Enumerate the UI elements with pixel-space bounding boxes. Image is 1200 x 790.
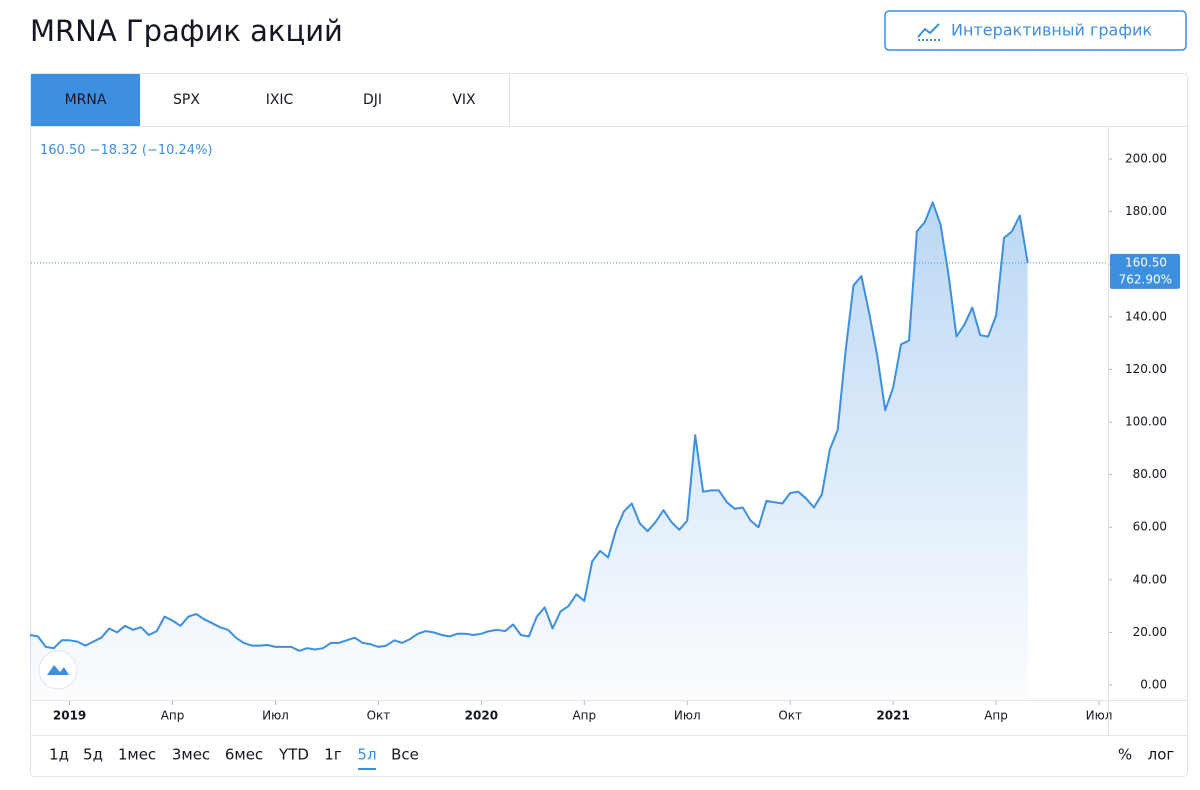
tab-label: SPX [173, 92, 200, 108]
range-button[interactable]: 5л [357, 746, 376, 764]
interactive-chart-button[interactable]: Интерактивный график [884, 10, 1187, 51]
x-tick-label: 2019 [53, 709, 86, 723]
price-area [30, 202, 1028, 700]
button-frame [884, 10, 1187, 51]
range-button[interactable]: YTD [278, 746, 309, 764]
x-tick-label: Окт [778, 709, 802, 723]
price-line [29, 201, 1029, 652]
logo-mark [47, 665, 69, 675]
toolbar: 1д 5д 1мес 3мес 6мес YTD 1г 5л Все% лог [49, 746, 1174, 770]
quote-change-pct: (−10.24%) [142, 143, 213, 158]
y-tick-label: 100.00 [1125, 415, 1167, 429]
y-tick-label: 0.00 [1140, 678, 1167, 692]
x-tick-label: Июл [1086, 709, 1113, 723]
scale-option[interactable]: % [1118, 746, 1132, 764]
quote-change: −18.32 [90, 143, 138, 158]
button-icon [917, 23, 940, 38]
range-button[interactable]: 5д [83, 746, 103, 764]
y-tick-label: 20.00 [1133, 625, 1167, 639]
y-tick-label: 140.00 [1125, 309, 1167, 323]
logo [38, 650, 78, 690]
tabs: MRNA SPX IXIC DJI VIX [31, 74, 510, 126]
range-button[interactable]: 1мес [118, 746, 156, 764]
x-tick-label: 2021 [876, 709, 909, 723]
range-button[interactable]: 1д [49, 746, 69, 764]
range-button[interactable]: Все [391, 746, 419, 764]
tab-bg [31, 74, 140, 126]
tab-bg [140, 74, 233, 126]
tab-label: VIX [452, 92, 476, 108]
tab-bg [326, 74, 419, 126]
tab-label: MRNA [65, 92, 107, 108]
range-button[interactable]: 3мес [172, 746, 210, 764]
tab[interactable]: SPX [140, 74, 234, 126]
tab-bg [419, 74, 509, 126]
button-label: Интерактивный график [951, 21, 1152, 40]
y-tick-label: 80.00 [1133, 467, 1167, 481]
y-tick-label: 60.00 [1133, 520, 1167, 534]
plot: 0.00 20.00 40.00 60.00 80.00 100.00 120.00 140.… [29, 152, 1180, 723]
quote-price: 160.50 [40, 143, 86, 158]
y-tick-label: 120.00 [1125, 362, 1167, 376]
y-tick-label: 200.00 [1125, 152, 1167, 166]
y-tick-label: 180.00 [1125, 204, 1167, 218]
x-tick-label: Апр [161, 709, 185, 723]
price-tag-percent: 762.90% [1119, 272, 1172, 286]
y-tick-label: 40.00 [1133, 572, 1167, 586]
tab[interactable]: IXIC [233, 74, 327, 126]
range-button[interactable]: 1г [324, 746, 342, 764]
x-tick-label: Апр [984, 709, 1008, 723]
x-tick-label: 2020 [465, 709, 498, 723]
price-tag-value: 160.50 [1125, 255, 1167, 269]
quote: 160.50 −18.32 (−10.24%) [40, 143, 213, 158]
x-tick-label: Окт [367, 709, 391, 723]
tab[interactable]: VIX [419, 74, 510, 126]
range-button[interactable]: 6мес [225, 746, 263, 764]
tab[interactable]: DJI [326, 74, 420, 126]
tab-label: IXIC [266, 92, 294, 108]
x-tick-label: Июл [674, 709, 701, 723]
x-tick-label: Апр [572, 709, 596, 723]
tab[interactable]: MRNA [31, 74, 141, 126]
tab-label: DJI [363, 92, 382, 108]
x-tick-label: Июл [262, 709, 289, 723]
scale-option[interactable]: лог [1148, 746, 1175, 764]
page-title: MRNA График акций [30, 14, 343, 48]
tab-bg [233, 74, 326, 126]
price-tag [1110, 253, 1180, 289]
